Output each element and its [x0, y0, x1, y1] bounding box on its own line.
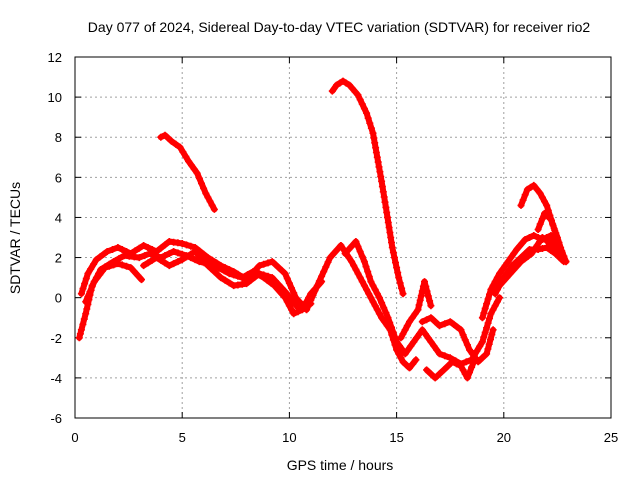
- series-markers: [496, 234, 568, 290]
- series-markers: [328, 77, 407, 298]
- y-tick-label: -2: [50, 331, 62, 346]
- series-markers: [423, 358, 478, 382]
- series-markers: [534, 209, 568, 262]
- series-track-9: [397, 278, 435, 342]
- y-tick-label: -4: [50, 371, 62, 386]
- series-track-2: [77, 238, 345, 314]
- y-tick-label: -6: [50, 411, 62, 426]
- x-tick-label: 20: [497, 430, 511, 445]
- series-markers: [397, 278, 435, 342]
- chart-title: Day 077 of 2024, Sidereal Day-to-day VTE…: [88, 19, 591, 35]
- y-tick-label: 6: [55, 170, 62, 185]
- series-track-14: [496, 234, 568, 290]
- series-track-4: [140, 248, 315, 312]
- plot-frame: [74, 56, 612, 419]
- series-markers: [82, 260, 145, 306]
- x-tick-label: 15: [389, 430, 403, 445]
- x-axis-label: GPS time / hours: [287, 457, 394, 473]
- series-track-11: [423, 358, 478, 382]
- x-tick-label: 10: [282, 430, 296, 445]
- y-tick-label: 10: [48, 90, 62, 105]
- series-markers: [157, 131, 218, 213]
- data-series: [75, 77, 570, 382]
- series-markers: [140, 248, 315, 312]
- x-tick-label: 5: [179, 430, 186, 445]
- series-markers: [77, 238, 345, 314]
- series-track-10: [418, 314, 497, 366]
- series-line: [140, 248, 314, 311]
- series-track-3: [82, 260, 145, 306]
- axis-ticks: -6 -4 -2 0 2 4 6 8 10 12 0 5 10 15 20 25: [48, 50, 619, 445]
- series-track-5: [157, 131, 218, 213]
- y-tick-label: 12: [48, 50, 62, 65]
- x-tick-label: 0: [71, 430, 78, 445]
- y-tick-label: 8: [55, 130, 62, 145]
- y-tick-label: 0: [55, 291, 62, 306]
- y-axis-label: SDTVAR / TECUs: [7, 182, 23, 294]
- y-tick-label: 2: [55, 251, 62, 266]
- series-markers: [418, 314, 497, 366]
- series-track-16: [534, 209, 568, 262]
- y-tick-label: 4: [55, 210, 62, 225]
- series-track-6: [328, 77, 407, 298]
- x-tick-label: 25: [604, 430, 618, 445]
